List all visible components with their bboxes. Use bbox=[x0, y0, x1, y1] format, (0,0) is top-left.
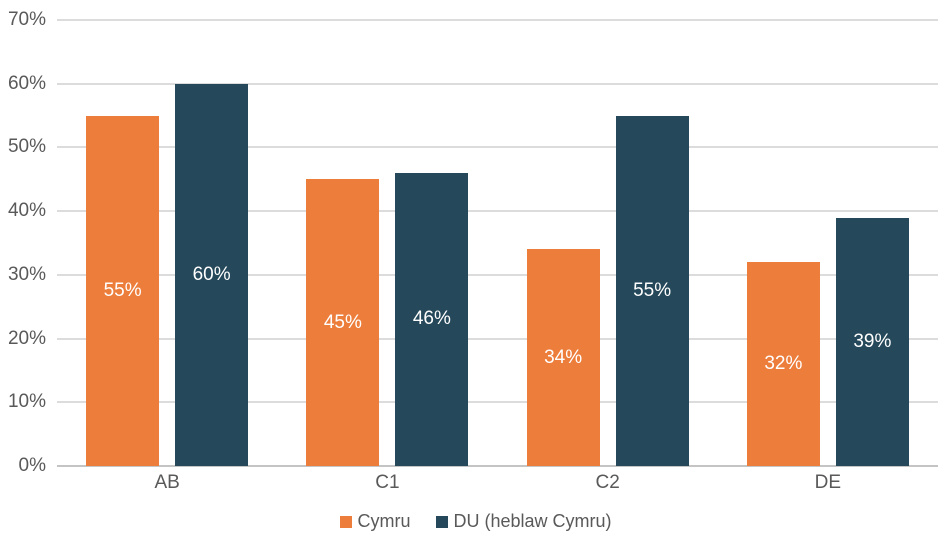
bar-c1-du-heblaw-cymru: 46% bbox=[395, 172, 469, 466]
bar-value-label-c1-cymru: 45% bbox=[323, 311, 362, 333]
gridline-20 bbox=[57, 337, 938, 340]
bar-de-cymru: 32% bbox=[746, 262, 820, 466]
x-axis-label-ab: AB bbox=[154, 472, 180, 493]
bar-group-c2: 34% 55% bbox=[498, 20, 718, 466]
legend-item-du-heblaw-cymru: DU (heblaw Cymru) bbox=[436, 511, 612, 532]
legend-label-cymru: Cymru bbox=[357, 511, 411, 531]
x-axis-label-de: DE bbox=[814, 472, 842, 493]
legend-color-swatch-du-heblaw-cymru bbox=[436, 515, 449, 528]
gridline-60 bbox=[57, 82, 938, 85]
y-axis-tick-label-60: 60% bbox=[7, 72, 46, 94]
bar-c2-cymru: 34% bbox=[526, 249, 600, 466]
bar-value-label-ab-du-heblaw-cymru: 60% bbox=[192, 263, 231, 285]
x-axis-label-c1: C1 bbox=[375, 472, 400, 493]
y-axis-tick-label-0: 0% bbox=[18, 455, 46, 476]
bar-ab-cymru: 55% bbox=[86, 115, 160, 466]
gridline-40 bbox=[57, 210, 938, 213]
bar-value-label-c1-du-heblaw-cymru: 46% bbox=[412, 308, 451, 330]
y-axis-tick-label-20: 20% bbox=[7, 327, 46, 349]
gridline-70 bbox=[57, 19, 938, 21]
y-axis-tick-label-30: 30% bbox=[7, 263, 46, 285]
gridline-50 bbox=[57, 146, 938, 149]
chart-legend: Cymru DU (heblaw Cymru) bbox=[0, 511, 952, 532]
bar-value-label-de-cymru: 32% bbox=[764, 353, 803, 375]
bar-value-label-de-du-heblaw-cymru: 39% bbox=[853, 330, 892, 352]
bar-group-c1: 45% 46% bbox=[277, 20, 497, 466]
plot-area: 55% 60% 45% 46% 34% 55% 32% 39% bbox=[57, 19, 938, 467]
legend-item-cymru: Cymru bbox=[340, 511, 410, 532]
bar-group-ab: 55% 60% bbox=[57, 20, 277, 466]
x-axis-line bbox=[57, 465, 938, 467]
bar-value-label-c2-du-heblaw-cymru: 55% bbox=[633, 279, 672, 301]
bar-ab-du-heblaw-cymru: 60% bbox=[175, 83, 249, 466]
bar-group-de: 32% 39% bbox=[718, 20, 938, 466]
x-axis-label-c2: C2 bbox=[595, 472, 620, 493]
bar-value-label-ab-cymru: 55% bbox=[103, 279, 142, 301]
y-axis-tick-label-40: 40% bbox=[7, 200, 46, 222]
bar-value-label-c2-cymru: 34% bbox=[544, 346, 583, 368]
bar-de-du-heblaw-cymru: 39% bbox=[835, 217, 909, 466]
y-axis-tick-label-70: 70% bbox=[7, 9, 46, 30]
gridline-10 bbox=[57, 401, 938, 404]
legend-label-du-heblaw-cymru: DU (heblaw Cymru) bbox=[453, 511, 612, 531]
y-axis-tick-label-50: 50% bbox=[7, 136, 46, 158]
legend-color-swatch-cymru bbox=[340, 515, 353, 528]
bar-c2-du-heblaw-cymru: 55% bbox=[615, 115, 689, 466]
bar-c1-cymru: 45% bbox=[306, 179, 380, 466]
gridline-30 bbox=[57, 273, 938, 276]
y-axis-tick-label-10: 10% bbox=[7, 391, 46, 413]
